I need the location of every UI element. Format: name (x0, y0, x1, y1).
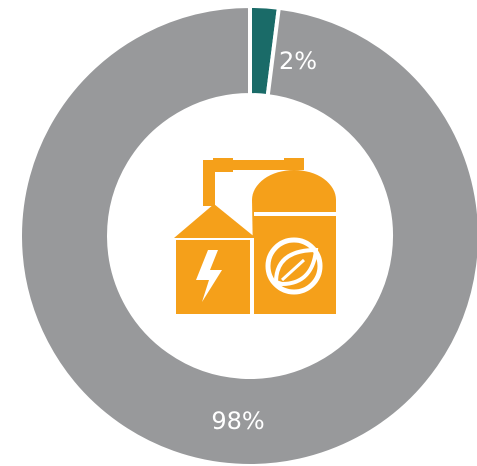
value-label: 98% (211, 407, 264, 435)
center-icon (174, 158, 336, 314)
slice (18, 3, 477, 466)
slices (18, 3, 477, 466)
value-label: 2% (279, 47, 317, 75)
